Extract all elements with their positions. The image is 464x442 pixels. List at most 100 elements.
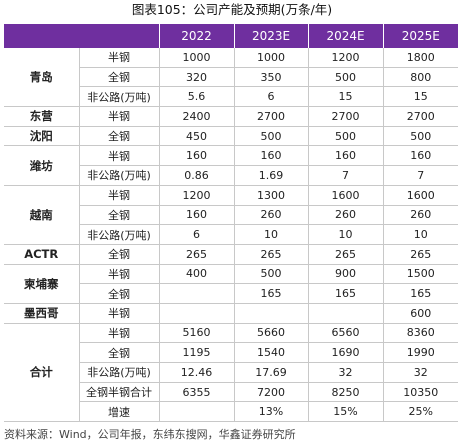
source-note: 资料来源：Wind，公司年报，东纬东搜网，华鑫证券研究所 xyxy=(4,428,296,441)
region-cell: 青岛 xyxy=(4,48,80,108)
value-cell: 500 xyxy=(307,126,383,147)
value-cell: 2700 xyxy=(233,106,308,127)
type-cell: 半钢 xyxy=(78,323,159,344)
value-cell: 400 xyxy=(158,264,234,285)
value-cell: 160 xyxy=(158,205,234,226)
table-row: 合计 半钢 5160 5660 6560 8360 xyxy=(4,323,458,423)
value-cell: 265 xyxy=(158,244,234,265)
table-row: 非公路(万吨) 6 10 10 10 xyxy=(4,224,458,245)
region-cell: 合计 xyxy=(4,323,80,423)
table-row: 越南 半钢 1200 1300 1600 1600 xyxy=(4,185,458,245)
value-cell: 10 xyxy=(233,224,308,245)
value-cell: 260 xyxy=(307,205,383,226)
value-cell: 500 xyxy=(233,126,308,147)
table-row: 全钢 320 350 500 800 xyxy=(4,67,458,88)
type-cell: 非公路(万吨) xyxy=(78,362,159,383)
type-cell: 半钢 xyxy=(78,303,159,324)
capacity-table: 2022 2023E 2024E 2025E 青岛 半钢 1000 1000 1200 1… xyxy=(4,24,458,423)
value-cell: 15 xyxy=(307,86,383,108)
type-cell: 全钢 xyxy=(78,205,159,226)
value-cell xyxy=(233,303,308,324)
region-cell: 柬埔寨 xyxy=(4,264,80,304)
value-cell: 500 xyxy=(307,67,383,88)
value-cell: 6 xyxy=(233,86,308,108)
type-cell: 全钢半钢合计 xyxy=(78,382,159,403)
value-cell: 5160 xyxy=(158,323,234,344)
table-row: 沈阳 全钢 450 500 500 500 xyxy=(4,126,458,147)
value-cell: 10 xyxy=(307,224,383,245)
value-cell: 10350 xyxy=(382,382,458,403)
region-cell: 墨西哥 xyxy=(4,303,80,324)
value-cell: 15 xyxy=(382,86,458,108)
value-cell: 32 xyxy=(307,362,383,383)
value-cell: 160 xyxy=(233,145,308,167)
table-row: 青岛 半钢 1000 1000 1200 1800 xyxy=(4,48,458,108)
value-cell: 12.46 xyxy=(158,362,234,383)
value-cell: 500 xyxy=(382,126,458,147)
type-cell: 全钢 xyxy=(78,67,159,88)
value-cell: 5.6 xyxy=(158,86,234,108)
value-cell: 165 xyxy=(233,283,308,304)
value-cell: 17.69 xyxy=(233,362,308,383)
value-cell: 900 xyxy=(307,264,383,285)
region-cell: 东营 xyxy=(4,106,80,127)
value-cell: 5660 xyxy=(233,323,308,344)
value-cell xyxy=(158,283,234,304)
value-cell: 1600 xyxy=(382,185,458,206)
value-cell: 160 xyxy=(307,145,383,167)
header-year: 2023E xyxy=(233,24,308,48)
value-cell: 350 xyxy=(233,67,308,88)
value-cell: 265 xyxy=(307,244,383,265)
table-row: 全钢 1195 1540 1690 1990 xyxy=(4,342,458,363)
value-cell: 8360 xyxy=(382,323,458,344)
value-cell: 6355 xyxy=(158,382,234,403)
type-cell: 非公路(万吨) xyxy=(78,224,159,245)
type-cell: 半钢 xyxy=(78,145,159,167)
value-cell: 7 xyxy=(307,165,383,186)
value-cell: 2700 xyxy=(382,106,458,127)
value-cell: 1000 xyxy=(233,48,308,68)
table-row: 东营 半钢 2400 2700 2700 2700 xyxy=(4,106,458,127)
type-cell: 全钢 xyxy=(78,342,159,363)
value-cell: 320 xyxy=(158,67,234,88)
type-cell: 半钢 xyxy=(78,48,159,68)
value-cell: 1.69 xyxy=(233,165,308,186)
value-cell: 1690 xyxy=(307,342,383,363)
value-cell: 13% xyxy=(233,401,308,423)
value-cell: 165 xyxy=(382,283,458,304)
value-cell: 265 xyxy=(382,244,458,265)
value-cell: 1990 xyxy=(382,342,458,363)
table-row: 增速 13% 15% 25% xyxy=(4,401,458,423)
type-cell: 增速 xyxy=(78,401,159,423)
value-cell: 32 xyxy=(382,362,458,383)
header-year: 2022 xyxy=(158,24,234,48)
value-cell: 1200 xyxy=(307,48,383,68)
value-cell: 265 xyxy=(233,244,308,265)
value-cell: 1500 xyxy=(382,264,458,285)
type-cell: 非公路(万吨) xyxy=(78,165,159,186)
value-cell: 1540 xyxy=(233,342,308,363)
value-cell: 15% xyxy=(307,401,383,423)
value-cell: 7200 xyxy=(233,382,308,403)
table-row: 柬埔寨 半钢 400 500 900 1500 xyxy=(4,264,458,304)
value-cell: 1200 xyxy=(158,185,234,206)
type-cell: 全钢 xyxy=(78,126,159,147)
value-cell: 160 xyxy=(382,145,458,167)
region-cell: 潍坊 xyxy=(4,145,80,186)
type-cell: 全钢 xyxy=(78,283,159,304)
value-cell: 1600 xyxy=(307,185,383,206)
value-cell: 1300 xyxy=(233,185,308,206)
region-cell: ACTR xyxy=(4,244,80,265)
header-year: 2025E xyxy=(382,24,458,48)
value-cell: 500 xyxy=(233,264,308,285)
value-cell: 600 xyxy=(382,303,458,324)
value-cell: 1195 xyxy=(158,342,234,363)
value-cell: 7 xyxy=(382,165,458,186)
value-cell xyxy=(158,401,234,423)
value-cell: 10 xyxy=(382,224,458,245)
table-row: 全钢 160 260 260 260 xyxy=(4,205,458,226)
table-row: 全钢 165 165 165 xyxy=(4,283,458,304)
table-row: 非公路(万吨) 5.6 6 15 15 xyxy=(4,86,458,108)
value-cell: 800 xyxy=(382,67,458,88)
value-cell xyxy=(307,303,383,324)
